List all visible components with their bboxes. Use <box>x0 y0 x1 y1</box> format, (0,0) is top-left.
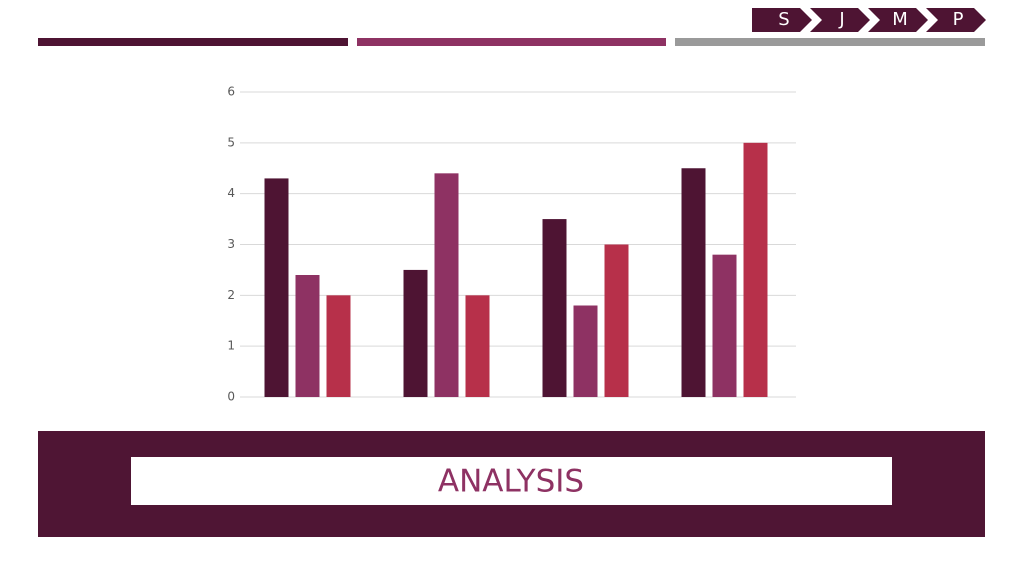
y-tick-label: 0 <box>227 390 235 404</box>
accent-bar <box>675 38 985 46</box>
nav-chevron <box>868 8 928 32</box>
y-tick-label: 5 <box>227 135 235 149</box>
bar <box>573 305 598 397</box>
bar <box>295 275 320 397</box>
bar <box>326 295 351 397</box>
y-tick-label: 4 <box>227 186 235 200</box>
y-tick-label: 1 <box>227 339 235 353</box>
nav-label: S <box>778 9 789 30</box>
chart: 0 1 2 3 4 5 6 <box>227 85 796 404</box>
y-tick-label: 6 <box>227 85 235 99</box>
nav-chevron <box>926 8 986 32</box>
nav-label: P <box>953 9 964 30</box>
nav-chevron <box>810 8 870 32</box>
bar <box>681 168 706 397</box>
bar <box>743 142 768 397</box>
nav-label: J <box>838 9 844 30</box>
bar <box>434 173 459 397</box>
y-tick-label: 2 <box>227 288 235 302</box>
accent-bar <box>357 38 666 46</box>
bar <box>465 295 490 397</box>
accent-bar <box>38 38 348 46</box>
bar <box>712 254 737 397</box>
bar <box>264 178 289 397</box>
nav-label: M <box>892 9 908 30</box>
bar <box>403 269 428 397</box>
bar <box>542 219 567 397</box>
banner-title: ANALYSIS <box>438 464 584 500</box>
bar <box>604 244 629 397</box>
y-tick-label: 3 <box>227 237 235 251</box>
banner-box <box>131 457 892 505</box>
nav-chevron <box>752 8 812 32</box>
